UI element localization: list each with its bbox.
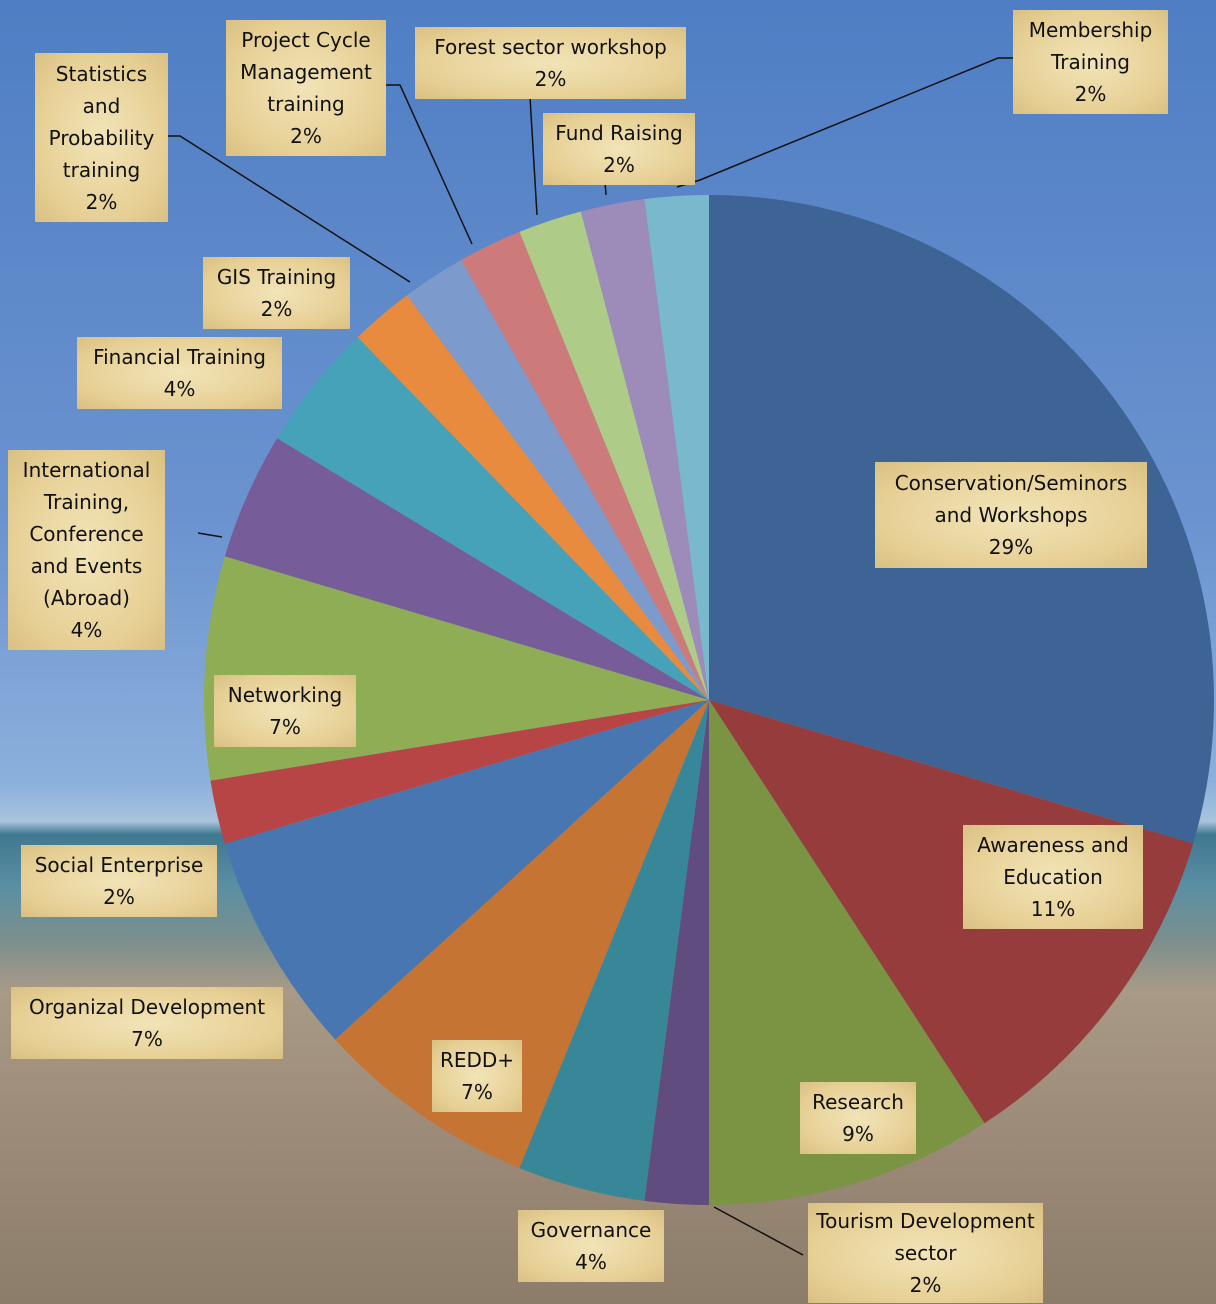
value-label: 2% [290,124,322,148]
pie-slice [580,199,709,700]
pie-slice [357,295,709,700]
category-label: Social Enterprise [34,853,204,877]
pie-slice [335,700,709,1169]
leader-line [197,532,223,538]
value-label: 7% [269,715,301,739]
pie-slice [406,259,709,700]
leader-line [168,135,411,283]
data-label: Conservation/Seminors and Workshops 29% [875,462,1147,568]
data-label: Fund Raising 2% [543,113,695,185]
value-label: 2% [85,189,118,214]
leader-line [713,1206,804,1256]
value-label: 9% [842,1122,874,1146]
category-label: Tourism Development sector [816,1209,1035,1265]
value-label: 11% [1030,897,1076,921]
pie-slice [224,700,709,1040]
pie-slice [644,700,709,1205]
leader-line [386,84,473,245]
data-label: Awareness and Education 11% [963,825,1143,929]
data-label: Tourism Development sector 2% [808,1203,1043,1303]
category-label: Conservation/Seminors and Workshops [894,471,1128,527]
category-label: GIS Training [216,265,337,289]
category-label: Forest sector workshop [434,35,667,59]
pie-slice [709,700,985,1205]
data-label: Forest sector workshop 2% [415,27,686,99]
category-label: Statistics and Probability training [48,61,155,182]
category-label: International Training, Conference and E… [22,458,151,610]
data-label: Project Cycle Management training 2% [226,20,386,156]
category-label: Membership Training [1028,18,1153,74]
value-label: 2% [260,297,293,321]
leader-line [529,96,538,216]
category-label: Research [812,1090,904,1114]
pie-slice [644,195,709,700]
data-label: REDD+ 7% [432,1040,522,1112]
value-label: 29% [988,535,1034,559]
data-label: Governance 4% [518,1210,664,1282]
value-label: 2% [909,1273,942,1297]
pie-slice [210,700,709,844]
category-label: Governance [530,1218,652,1242]
category-label: Awareness and Education [977,833,1129,889]
value-label: 2% [603,153,635,177]
category-label: Organizal Development [28,995,266,1019]
value-label: 4% [575,1250,607,1274]
value-label: 7% [131,1027,163,1051]
category-label: Networking [227,683,343,707]
data-label: International Training, Conference and E… [8,450,165,650]
data-label: Organizal Development 7% [11,987,283,1059]
data-label: Networking 7% [214,675,356,747]
pie-slice [519,700,709,1201]
value-label: 2% [534,67,567,91]
category-label: Fund Raising [555,121,683,145]
leader-line [676,57,1013,188]
pie-slice [277,337,709,700]
pie-slice [519,211,709,700]
pie-slice [224,438,709,700]
data-label: Research 9% [800,1082,916,1154]
value-label: 4% [163,377,196,401]
data-label: Financial Training 4% [77,337,282,409]
data-label: Social Enterprise 2% [21,845,217,917]
category-label: Project Cycle Management training [240,28,372,116]
data-label: GIS Training 2% [203,257,350,329]
value-label: 7% [461,1080,493,1104]
value-label: 4% [70,618,103,642]
value-label: 2% [1074,82,1107,106]
category-label: REDD+ [439,1048,515,1072]
data-label: Membership Training 2% [1013,10,1168,114]
value-label: 2% [103,885,135,909]
pie-slice [461,231,709,700]
pie-slice [709,700,1194,1124]
data-label: Statistics and Probability training 2% [35,53,168,222]
category-label: Financial Training [93,345,266,369]
